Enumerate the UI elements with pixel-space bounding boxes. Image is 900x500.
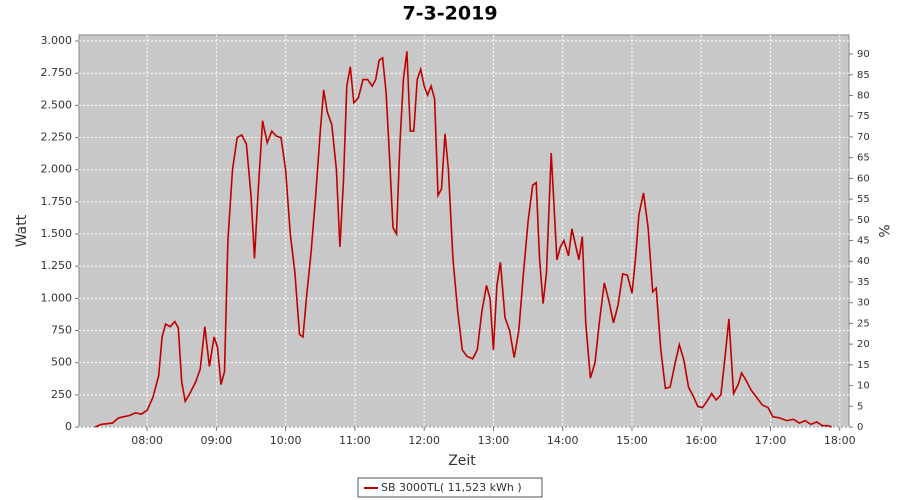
y2-tick-label: 10: [857, 381, 870, 392]
x-tick-label: 14:00: [547, 434, 579, 447]
y2-tick-label: 20: [857, 339, 870, 350]
y-tick-label: 500: [51, 356, 72, 369]
y2-tick-label: 5: [857, 401, 863, 412]
x-tick-label: 16:00: [685, 434, 717, 447]
y2-tick-label: 45: [857, 236, 870, 247]
grid: [79, 35, 849, 428]
y2-tick-label: 60: [857, 173, 870, 184]
x-axis-label: Zeit: [448, 453, 476, 469]
x-tick-label: 15:00: [616, 434, 648, 447]
x-tick-label: 09:00: [201, 434, 233, 447]
x-tick-label: 12:00: [408, 434, 440, 447]
plot-area: [78, 34, 850, 428]
y2-tick-label: 70: [857, 132, 870, 143]
x-tick-label: 17:00: [755, 434, 787, 447]
y2-tick-label: 80: [857, 90, 870, 101]
y-axis-label: Watt: [14, 214, 30, 247]
y2-tick-label: 50: [857, 215, 870, 226]
y2-tick-label: 85: [857, 70, 870, 81]
y-tick-label: 1.250: [41, 259, 73, 272]
x-tick-label: 10:00: [270, 434, 302, 447]
y2-tick-label: 30: [857, 298, 870, 309]
y-tick-label: 2.250: [41, 131, 73, 144]
y2-axis-label: %: [875, 224, 891, 237]
y-tick-label: 2.500: [41, 98, 73, 111]
y2-tick-label: 75: [857, 111, 870, 122]
x-tick-label: 08:00: [131, 434, 163, 447]
y2-tick-label: 15: [857, 360, 870, 371]
chart-title: 7-3-2019: [402, 3, 497, 25]
y2-tick-label: 55: [857, 194, 870, 205]
y-tick-label: 0: [65, 420, 72, 433]
y-tick-label: 1.500: [41, 227, 73, 240]
y-tick-label: 2.750: [41, 66, 73, 79]
y-tick-label: 750: [51, 324, 72, 337]
y2-tick-label: 0: [857, 422, 863, 433]
y-tick-label: 1.750: [41, 195, 73, 208]
y-tick-label: 250: [51, 388, 72, 401]
y2-tick-label: 40: [857, 256, 870, 267]
y2-tick-label: 90: [857, 49, 870, 60]
y-tick-label: 2.000: [41, 163, 73, 176]
x-tick-label: 13:00: [478, 434, 510, 447]
y-tick-label: 1.000: [41, 291, 73, 304]
y2-tick-label: 35: [857, 277, 870, 288]
legend: [357, 477, 543, 498]
line: [94, 51, 832, 428]
x-tick-label: 18:00: [824, 434, 856, 447]
y2-tick-label: 25: [857, 318, 870, 329]
y-tick-label: 3.000: [41, 34, 73, 47]
legend-label: SB 3000TL( 11,523 kWh ): [381, 481, 522, 494]
y2-tick-label: 65: [857, 153, 870, 164]
x-tick-label: 11:00: [339, 434, 371, 447]
